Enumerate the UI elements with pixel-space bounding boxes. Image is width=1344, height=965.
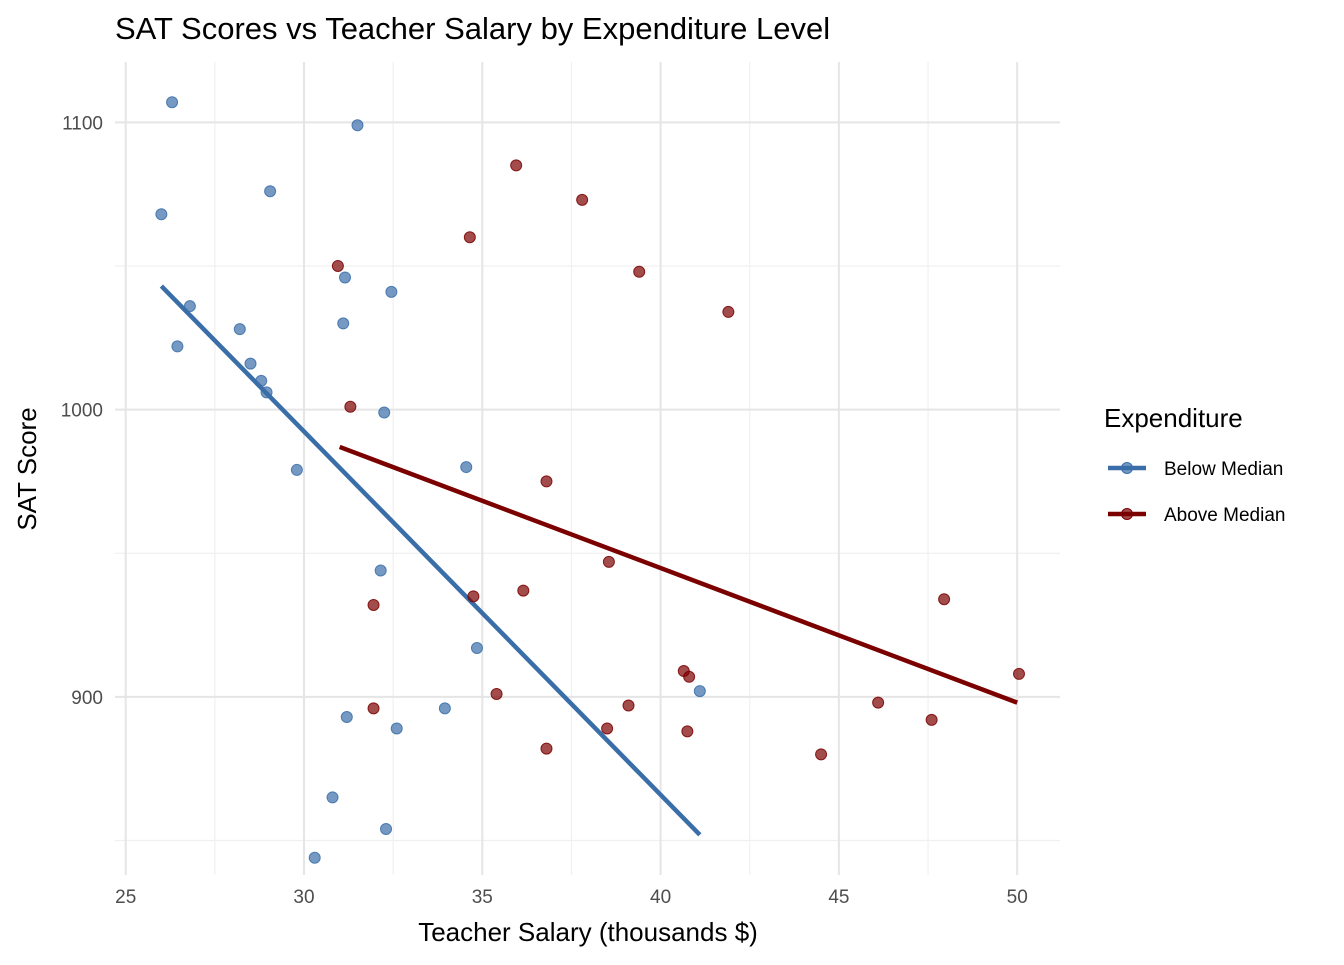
x-tick-label: 35: [472, 887, 493, 908]
trend-line: [159, 284, 702, 837]
y-tick-labels: 900 1000 1100: [61, 113, 103, 709]
data-point: [463, 231, 476, 244]
data-point: [540, 475, 553, 488]
y-axis-title: SAT Score: [12, 407, 42, 530]
legend-key-point: [1121, 462, 1133, 474]
data-point: [602, 555, 615, 568]
data-points: [155, 96, 1025, 864]
x-tick-labels: 25 30 35 40 45 50: [115, 887, 1028, 908]
data-point: [308, 851, 321, 864]
y-tick-label: 1100: [62, 113, 103, 134]
data-point: [374, 564, 387, 577]
data-point: [380, 823, 393, 836]
x-tick-label: 30: [293, 887, 314, 908]
x-tick-label: 25: [115, 887, 136, 908]
data-point: [344, 400, 357, 413]
data-point: [233, 323, 246, 336]
data-point: [467, 590, 480, 603]
data-point: [815, 748, 828, 761]
data-point: [872, 696, 885, 709]
data-point: [460, 461, 473, 474]
y-tick-label: 900: [71, 688, 103, 709]
data-point: [470, 642, 483, 655]
data-point: [925, 713, 938, 726]
data-point: [171, 340, 184, 353]
data-point: [340, 710, 353, 723]
data-point: [622, 699, 635, 712]
data-point: [601, 722, 614, 735]
data-point: [331, 259, 344, 272]
data-point: [390, 722, 403, 735]
data-point: [490, 688, 503, 701]
data-point: [367, 598, 380, 611]
data-point: [155, 208, 168, 221]
data-point: [681, 725, 694, 738]
data-point: [367, 702, 380, 715]
x-tick-label: 50: [1007, 887, 1028, 908]
data-point: [1012, 667, 1025, 680]
legend-label: Below Median: [1164, 459, 1283, 480]
data-point: [337, 317, 350, 330]
legend-items: Below Median Above Median: [1108, 459, 1285, 526]
data-point: [438, 702, 451, 715]
trend-lines: [159, 284, 1019, 837]
data-point: [540, 742, 553, 755]
y-tick-label: 1000: [61, 401, 103, 422]
data-point: [351, 119, 364, 132]
data-point: [260, 386, 273, 399]
data-point: [378, 406, 391, 419]
legend: Expenditure Below Median Above Median: [1104, 403, 1285, 526]
data-point: [264, 185, 277, 198]
data-point: [693, 685, 706, 698]
data-point: [938, 593, 951, 606]
data-point: [166, 96, 179, 109]
data-point: [339, 271, 352, 284]
x-tick-label: 45: [828, 887, 849, 908]
legend-key-point: [1121, 508, 1133, 520]
legend-title: Expenditure: [1104, 403, 1243, 433]
data-point: [722, 305, 735, 318]
legend-label: Above Median: [1164, 505, 1285, 526]
data-point: [683, 670, 696, 683]
x-tick-label: 40: [650, 887, 671, 908]
data-point: [183, 300, 196, 313]
data-point: [576, 193, 589, 206]
data-point: [290, 463, 303, 476]
x-axis-title: Teacher Salary (thousands $): [418, 917, 758, 947]
data-point: [633, 265, 646, 278]
data-point: [510, 159, 523, 172]
grid-layer: [115, 62, 1060, 875]
chart-title: SAT Scores vs Teacher Salary by Expendit…: [115, 11, 830, 46]
data-point: [326, 791, 339, 804]
data-point: [385, 285, 398, 298]
data-point: [244, 357, 257, 370]
data-point: [255, 374, 268, 387]
trend-line: [338, 444, 1019, 705]
data-point: [517, 584, 530, 597]
